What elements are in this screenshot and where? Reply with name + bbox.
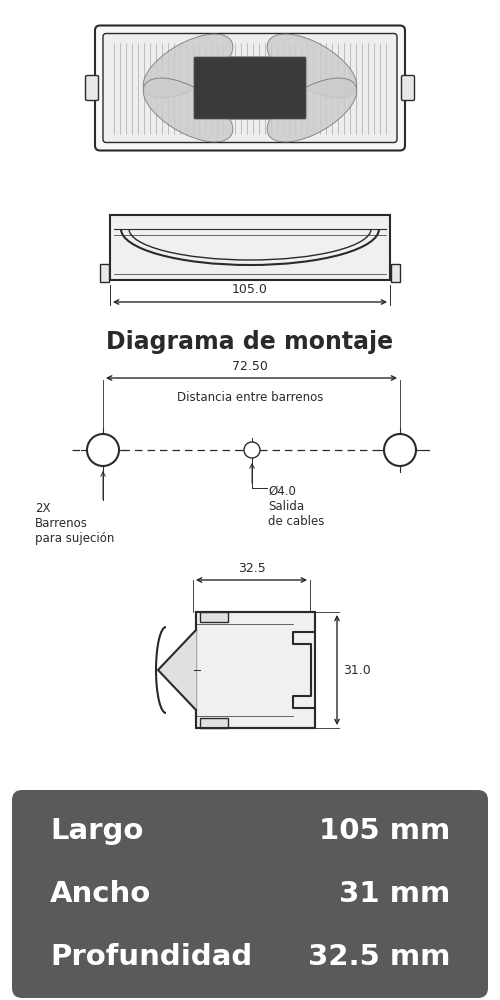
Circle shape [244,442,260,458]
Polygon shape [158,630,196,710]
Bar [200,718,228,728]
Text: 2X
Barrenos
para sujeción: 2X Barrenos para sujeción [35,502,114,545]
FancyBboxPatch shape [86,76,98,101]
Ellipse shape [267,78,357,142]
Text: 31.0: 31.0 [343,664,371,676]
Text: 32.5 mm: 32.5 mm [308,943,450,971]
Text: 32.5: 32.5 [238,562,266,575]
Ellipse shape [143,78,233,142]
Text: Diagrama de montaje: Diagrama de montaje [106,330,394,354]
FancyBboxPatch shape [194,57,306,119]
Bar [100,264,109,282]
Circle shape [384,434,416,466]
Text: 31 mm: 31 mm [339,880,450,908]
Bar [200,612,228,622]
FancyBboxPatch shape [12,790,488,998]
Bar [196,612,315,728]
Text: Largo: Largo [50,817,144,845]
Text: Profundidad: Profundidad [50,943,252,971]
Text: Ancho: Ancho [50,880,151,908]
Text: 105.0: 105.0 [232,283,268,296]
Bar [110,215,390,280]
Ellipse shape [267,34,357,98]
Text: Ø4.0
Salida
de cables: Ø4.0 Salida de cables [268,485,324,528]
Text: Distancia entre barrenos: Distancia entre barrenos [177,391,323,404]
Bar [391,264,400,282]
Text: 105 mm: 105 mm [319,817,450,845]
Text: 72.50: 72.50 [232,360,268,373]
Circle shape [87,434,119,466]
FancyBboxPatch shape [194,57,306,119]
Ellipse shape [143,34,233,98]
FancyBboxPatch shape [103,33,397,142]
FancyBboxPatch shape [95,25,405,150]
FancyBboxPatch shape [402,76,414,101]
